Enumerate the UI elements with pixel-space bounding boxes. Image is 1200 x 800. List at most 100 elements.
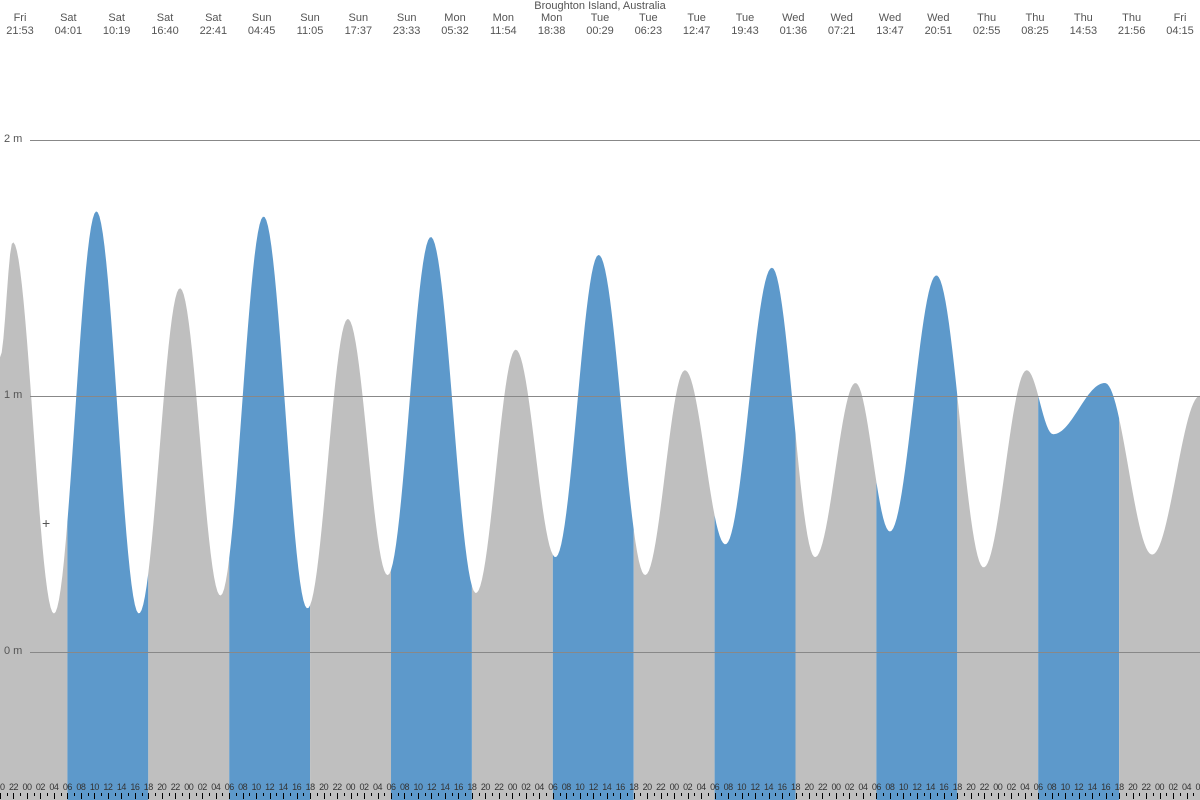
x-tick: [135, 793, 136, 799]
x-tick: [735, 793, 736, 796]
x-tick: [587, 793, 588, 796]
x-tick: [229, 793, 230, 799]
x-tick-label: 20: [0, 782, 5, 792]
x-tick: [216, 793, 217, 799]
x-tick-label: 00: [993, 782, 1002, 792]
time-label: Fri04:15: [1166, 12, 1194, 38]
reference-cross: +: [42, 515, 50, 531]
x-tick: [829, 793, 830, 796]
x-tick-label: 06: [548, 782, 557, 792]
x-tick-label: 00: [184, 782, 193, 792]
x-tick: [20, 793, 21, 796]
x-tick-label: 22: [818, 782, 827, 792]
time-label: Wed07:21: [828, 12, 856, 38]
x-tick: [324, 793, 325, 799]
x-tick-label: 20: [481, 782, 490, 792]
x-tick: [613, 793, 614, 796]
x-tick: [957, 793, 958, 799]
x-tick-label: 02: [360, 782, 369, 792]
x-tick: [276, 793, 277, 796]
x-tick: [67, 793, 68, 799]
x-tick: [964, 793, 965, 796]
x-tick: [479, 793, 480, 796]
x-tick: [351, 793, 352, 799]
x-tick-label: 08: [1047, 782, 1056, 792]
x-tick: [54, 793, 55, 799]
x-tick: [1038, 793, 1039, 799]
x-tick: [566, 793, 567, 799]
x-tick: [236, 793, 237, 796]
x-tick: [485, 793, 486, 799]
x-tick: [701, 793, 702, 799]
x-tick: [991, 793, 992, 796]
x-tick: [162, 793, 163, 799]
x-tick-label: 22: [9, 782, 18, 792]
time-label: Wed01:36: [780, 12, 808, 38]
time-label: Tue06:23: [635, 12, 663, 38]
x-tick: [1099, 793, 1100, 796]
x-tick: [560, 793, 561, 796]
x-tick: [1072, 793, 1073, 796]
x-tick: [822, 793, 823, 799]
x-tick: [883, 793, 884, 796]
x-tick: [337, 793, 338, 799]
x-tick: [1045, 793, 1046, 796]
time-label: Mon11:54: [490, 12, 517, 38]
time-label: Thu02:55: [973, 12, 1001, 38]
x-tick-label: 14: [117, 782, 126, 792]
x-tick-label: 20: [157, 782, 166, 792]
x-tick: [445, 793, 446, 799]
x-tick: [742, 793, 743, 799]
x-tick-label: 08: [562, 782, 571, 792]
x-tick-label: 20: [319, 782, 328, 792]
x-tick-label: 00: [508, 782, 517, 792]
x-tick-label: 06: [872, 782, 881, 792]
x-tick: [1052, 793, 1053, 799]
x-tick: [357, 793, 358, 796]
tide-chart: 0 m1 m2 m + Broughton Island, Australia …: [0, 0, 1200, 800]
x-tick: [283, 793, 284, 799]
x-tick-label: 04: [858, 782, 867, 792]
x-tick-label: 20: [804, 782, 813, 792]
x-tick-label: 02: [198, 782, 207, 792]
x-tick: [836, 793, 837, 799]
x-time-labels: Fri21:53Sat04:01Sat10:19Sat16:40Sat22:41…: [0, 12, 1200, 42]
x-tick-label: 22: [656, 782, 665, 792]
x-tick: [870, 793, 871, 796]
x-tick: [0, 793, 1, 799]
x-tick: [978, 793, 979, 796]
x-tick: [34, 793, 35, 796]
x-tick: [364, 793, 365, 799]
x-tick-label: 14: [764, 782, 773, 792]
x-tick: [843, 793, 844, 796]
x-tick: [512, 793, 513, 799]
x-tick: [452, 793, 453, 796]
x-tick: [782, 793, 783, 799]
x-tick-label: 12: [265, 782, 274, 792]
x-tick-label: 18: [144, 782, 153, 792]
x-tick: [431, 793, 432, 799]
x-tick: [418, 793, 419, 799]
x-tick: [728, 793, 729, 799]
x-tick: [101, 793, 102, 796]
x-tick-label: 18: [629, 782, 638, 792]
x-tick: [148, 793, 149, 799]
x-tick-label: 12: [103, 782, 112, 792]
x-tick: [1112, 793, 1113, 796]
x-tick: [1146, 793, 1147, 799]
x-tick: [88, 793, 89, 796]
x-tick: [1153, 793, 1154, 796]
x-tick-label: 02: [1007, 782, 1016, 792]
x-tick: [640, 793, 641, 796]
x-tick: [600, 793, 601, 796]
x-tick-label: 04: [211, 782, 220, 792]
x-tick: [303, 793, 304, 796]
x-tick: [775, 793, 776, 796]
y-axis-labels: 0 m1 m2 m: [4, 0, 44, 800]
x-tick-label: 02: [1169, 782, 1178, 792]
x-tick-label: 04: [1182, 782, 1191, 792]
time-label: Sat04:01: [55, 12, 83, 38]
x-tick: [1187, 793, 1188, 799]
x-tick: [458, 793, 459, 799]
x-tick: [411, 793, 412, 796]
